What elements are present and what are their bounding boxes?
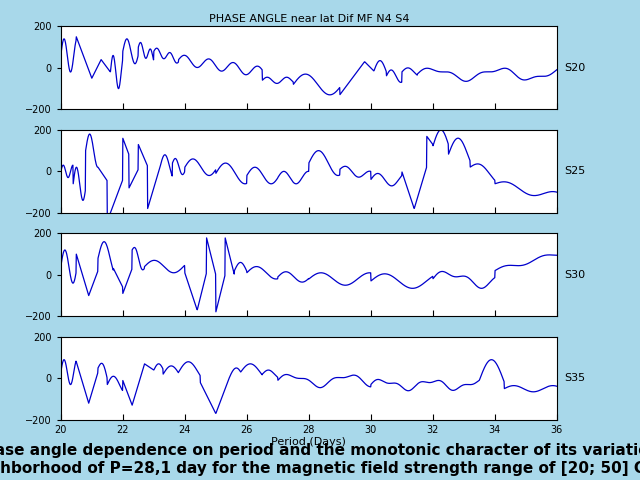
- Text: S20: S20: [564, 63, 586, 73]
- Text: S25: S25: [564, 167, 586, 176]
- Text: S30: S30: [564, 270, 586, 280]
- X-axis label: Period (Days): Period (Days): [271, 437, 346, 447]
- Title: PHASE ANGLE near lat Dif MF N4 S4: PHASE ANGLE near lat Dif MF N4 S4: [209, 14, 409, 24]
- Text: The phase angle dependence on period and the monotonic character of its variatio: The phase angle dependence on period and…: [0, 443, 640, 457]
- Text: S35: S35: [564, 373, 586, 384]
- Text: neighborhood of P=28,1 day for the magnetic field strength range of [20; 50] Gs: neighborhood of P=28,1 day for the magne…: [0, 461, 640, 477]
